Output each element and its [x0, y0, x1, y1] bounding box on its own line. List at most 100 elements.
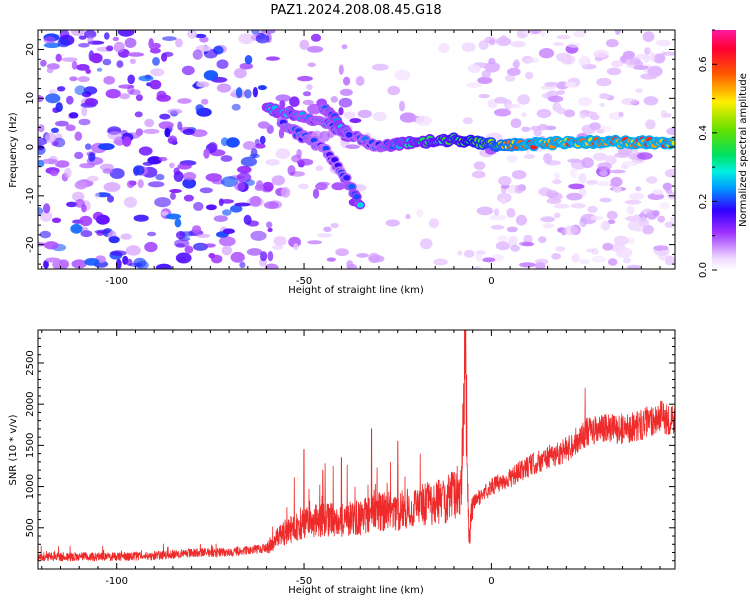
spectrogram-cell	[246, 248, 263, 256]
spectrogram-cell	[265, 56, 280, 61]
spectrogram-cell	[84, 143, 92, 150]
spectrogram-cell	[77, 76, 90, 83]
spectrogram-cell	[249, 195, 262, 207]
spectrogram-cell	[629, 192, 645, 200]
spectrogram-cell	[657, 215, 665, 223]
spectrogram-cell	[199, 187, 213, 194]
spectrogram-cell	[467, 64, 481, 74]
spectrogram-cell	[39, 210, 53, 222]
spectrogram-cell	[462, 117, 473, 125]
spectrogram-cell	[569, 167, 578, 179]
spectrogram-cell	[254, 184, 264, 192]
spectrogram-cell	[438, 43, 450, 53]
spectrogram-cell	[428, 218, 440, 229]
spectrogram-cell	[85, 68, 91, 74]
spectrogram-cell	[96, 67, 103, 72]
spectrogram-cell	[457, 250, 463, 256]
spectrogram-cell	[586, 179, 598, 185]
spectrogram-cell	[521, 126, 531, 132]
spectrogram-cell	[74, 151, 84, 160]
spectrogram-cell	[55, 102, 63, 113]
spectrogram-cell	[144, 241, 158, 253]
spectrogram-cell	[181, 65, 195, 76]
spectrogram-cell	[597, 181, 610, 187]
spectrogram-cell	[399, 100, 405, 112]
spectrogram-cell	[533, 128, 542, 137]
spectrogram-cell	[611, 60, 624, 68]
spectrogram-cell	[536, 108, 552, 119]
spectrogram-cell	[463, 249, 475, 258]
spectrogram-cell	[526, 57, 540, 64]
spectrogram-cell	[556, 90, 566, 95]
spectrogram-cell	[592, 152, 608, 161]
spectrogram-cell	[78, 35, 87, 40]
spectrogram-cell	[252, 87, 258, 98]
spectrogram-cell	[514, 185, 524, 194]
spectrogram-cell	[291, 154, 302, 163]
spectrogram-cell	[669, 216, 675, 222]
spectrogram-cell	[538, 123, 548, 131]
colorbar-tick-label: 0.6	[698, 56, 709, 72]
spectrogram-cell	[628, 237, 635, 245]
spectrogram-cell	[356, 253, 369, 258]
spectrogram-cell	[489, 214, 507, 221]
spectrogram-cell	[641, 216, 647, 224]
spectrogram-cell	[497, 235, 509, 243]
spectrogram-cell	[600, 220, 610, 231]
spectrogram-cell	[618, 111, 624, 117]
spectrogram-cell	[167, 135, 178, 144]
spectrogram-cell	[155, 173, 165, 181]
spectrogram-cell	[40, 59, 47, 67]
spectrogram-cell	[599, 93, 610, 100]
spectrogram-cell	[530, 30, 542, 35]
spectrogram-cell	[195, 104, 204, 113]
spectrogram-cell	[169, 189, 182, 193]
spectrogram-cell	[219, 199, 235, 204]
spectrogram-cell	[231, 103, 241, 111]
spectrogram-cell	[649, 52, 656, 62]
spectrogram-cell	[399, 112, 417, 123]
spectrogram-cell	[338, 64, 344, 75]
spectrogram-cell	[154, 197, 172, 208]
spectrogram-cell	[643, 55, 650, 63]
spectrogram-cell	[255, 33, 270, 44]
spectrogram-cell	[205, 173, 222, 182]
spectrogram-cell	[331, 182, 346, 191]
spectrogram-cell	[635, 186, 642, 192]
spectrogram-cell	[275, 94, 291, 102]
spectrogram-cell	[102, 168, 113, 174]
spectrogram-cell	[259, 135, 266, 145]
spectrogram-cell	[222, 209, 232, 216]
spectrogram-cell	[564, 109, 575, 118]
spectrogram-cell	[79, 215, 93, 227]
spectrogram-cell	[310, 33, 322, 42]
spectrogram-cell	[312, 188, 320, 199]
spectrogram-cell	[652, 189, 664, 195]
spectrogram-cell	[635, 88, 643, 93]
y-tick-label: -20	[25, 236, 36, 252]
x-tick-label: -50	[296, 276, 312, 287]
spectrogram-cell	[38, 137, 48, 146]
spectrogram-cell	[104, 32, 110, 40]
y-tick-label: -10	[25, 188, 36, 204]
spectrogram-cell	[289, 96, 300, 107]
spectrogram-cell	[66, 95, 74, 105]
spectrogram-cell	[590, 114, 600, 121]
spectrogram-cell	[48, 89, 57, 95]
spectrogram-cell	[664, 221, 675, 228]
spectrogram-cell	[94, 229, 111, 234]
spectrogram-cell	[118, 84, 135, 89]
spectrogram-cell	[341, 44, 348, 50]
spectrogram-cell	[173, 171, 184, 182]
spectrogram-cell	[647, 65, 663, 77]
spectrogram-cell	[498, 176, 512, 186]
spectrogram-cell	[68, 112, 79, 119]
spectrogram-cell	[42, 158, 58, 164]
spectrogram-cell	[84, 30, 97, 39]
spectrogram-cell	[605, 39, 619, 48]
spectrogram-cell	[544, 81, 559, 87]
spectrogram-cell	[538, 236, 547, 244]
spectrogram-cell	[124, 37, 137, 49]
spectrogram-cell	[319, 130, 331, 142]
spectrogram-cell	[175, 38, 183, 48]
